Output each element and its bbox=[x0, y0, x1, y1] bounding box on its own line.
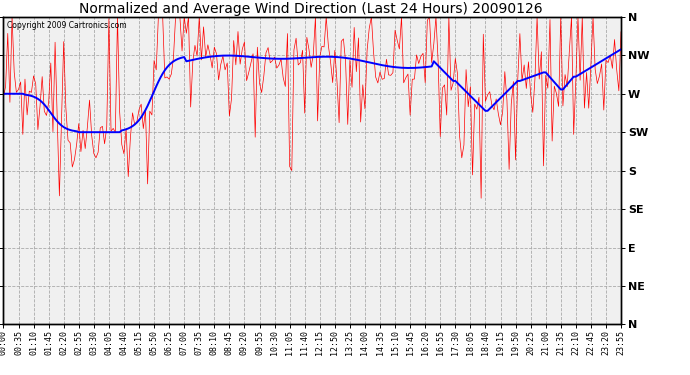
Text: Copyright 2009 Cartronics.com: Copyright 2009 Cartronics.com bbox=[6, 21, 126, 30]
Text: Normalized and Average Wind Direction (Last 24 Hours) 20090126: Normalized and Average Wind Direction (L… bbox=[79, 2, 542, 16]
